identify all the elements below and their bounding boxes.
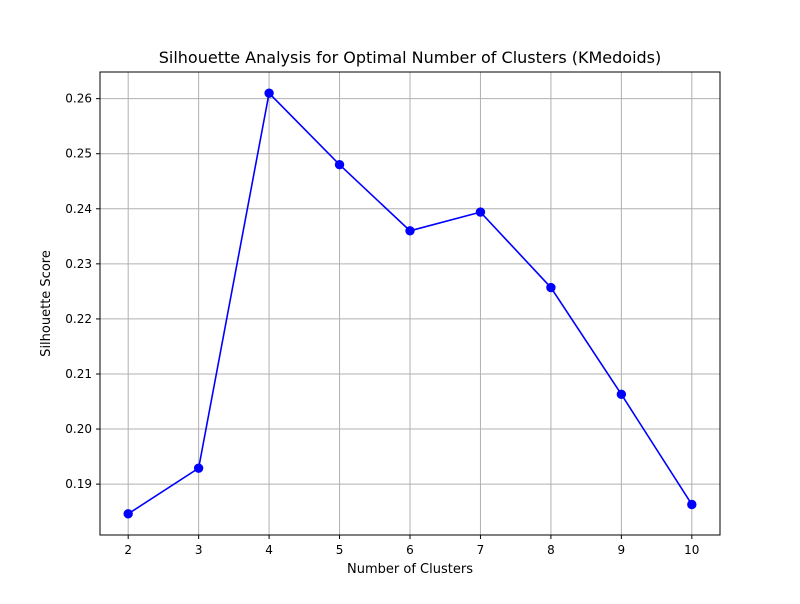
data-point	[475, 207, 486, 217]
x-tick-label: 7	[477, 543, 485, 557]
data-point	[334, 160, 345, 170]
y-tick-label: 0.24	[65, 202, 92, 216]
y-tick-label: 0.25	[65, 147, 92, 161]
chart-title: Silhouette Analysis for Optimal Number o…	[159, 48, 662, 67]
y-tick-label: 0.23	[65, 257, 92, 271]
data-point	[193, 463, 204, 473]
x-tick-label: 4	[265, 543, 273, 557]
y-tick-label: 0.20	[65, 422, 92, 436]
x-tick-label: 5	[336, 543, 344, 557]
data-point	[123, 509, 133, 519]
y-axis-label: Silhouette Score	[39, 250, 54, 357]
data-point	[616, 389, 627, 400]
x-tick-label: 2	[124, 543, 132, 557]
axis-ticks: 2 3 4 5 6 7 8 9 10 0.19 0.20 0.21 0.22 0.23 0.24 0.25 0.…	[65, 92, 699, 557]
x-tick-label: 10	[684, 543, 699, 557]
x-tick-label: 8	[547, 543, 555, 557]
x-axis-label: Number of Clusters	[347, 562, 473, 577]
y-tick-label: 0.21	[65, 367, 92, 381]
data-point	[264, 88, 274, 98]
data-point	[405, 226, 415, 236]
x-tick-label: 3	[195, 543, 203, 557]
x-tick-label: 6	[406, 543, 414, 557]
grid-lines	[100, 72, 720, 535]
data-series	[123, 88, 697, 519]
y-tick-label: 0.22	[65, 312, 92, 326]
y-tick-label: 0.26	[65, 92, 92, 106]
data-point	[546, 282, 556, 293]
y-tick-label: 0.19	[65, 477, 92, 491]
data-point	[687, 499, 697, 510]
x-tick-label: 9	[618, 543, 626, 557]
